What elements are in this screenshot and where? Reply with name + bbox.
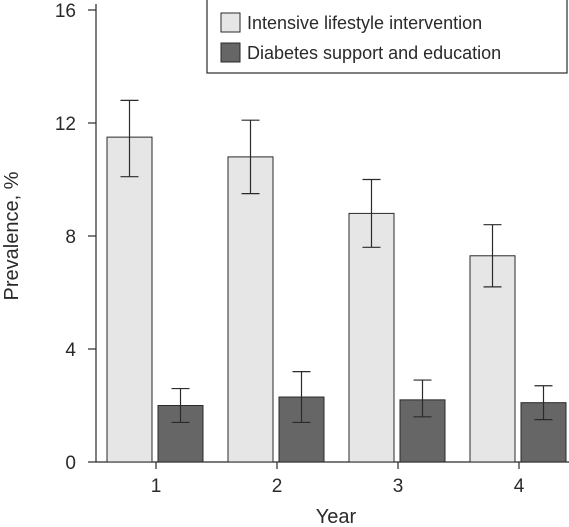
y-tick-label: 16 [55, 1, 76, 22]
bar-intensive-year-2 [227, 156, 274, 463]
y-axis-ticks: 0 4 8 12 16 [55, 1, 96, 474]
legend-box [206, 0, 568, 74]
legend-swatch-intensive [220, 12, 241, 33]
x-axis-ticks: 1 2 3 4 [151, 462, 525, 497]
x-tick-label: 4 [514, 476, 525, 497]
bar-intensive-year-1 [106, 136, 153, 463]
bar-intensive-year-3 [348, 212, 395, 463]
legend-label-intensive: Intensive lifestyle intervention [247, 13, 482, 33]
x-axis-title: Year [316, 506, 357, 527]
legend-swatch-support [220, 42, 241, 63]
x-tick-label: 3 [393, 476, 404, 497]
legend: Intensive lifestyle intervention Diabete… [206, 0, 568, 74]
x-tick-label: 1 [151, 476, 162, 497]
bar-intensive-year-4 [469, 255, 516, 463]
y-tick-label: 4 [65, 340, 76, 361]
y-axis-title: Prevalence, % [1, 171, 23, 300]
legend-label-support: Diabetes support and education [247, 43, 501, 63]
y-tick-label: 12 [55, 114, 76, 135]
x-tick-label: 2 [272, 476, 283, 497]
y-tick-label: 8 [65, 227, 76, 248]
y-tick-label: 0 [65, 453, 76, 474]
bars-group [106, 99, 567, 463]
